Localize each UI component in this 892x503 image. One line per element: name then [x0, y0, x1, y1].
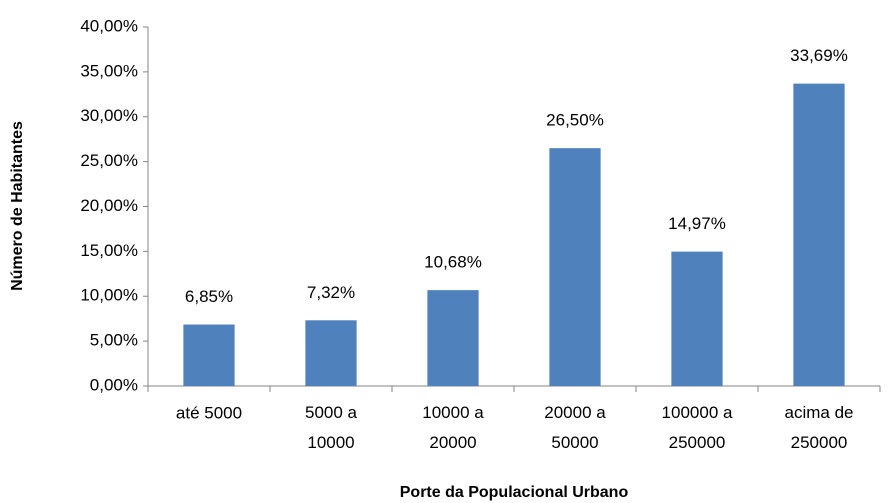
x-tick-label: até 5000 [176, 403, 242, 422]
x-axis-label: Porte da Populacional Urbano [400, 484, 629, 501]
data-label: 10,68% [424, 253, 482, 272]
y-tick-label: 30,00% [80, 106, 138, 125]
x-tick-label: 5000 a 10000 [305, 403, 358, 452]
y-tick-label: 40,00% [80, 16, 138, 35]
data-label: 33,69% [790, 46, 848, 65]
bar [549, 148, 601, 386]
y-axis-label: Número de Habitantes [9, 121, 26, 291]
y-tick-label: 25,00% [80, 151, 138, 170]
y-tick-label: 20,00% [80, 196, 138, 215]
x-tick-label: 10000 a 20000 [422, 403, 484, 452]
bar [305, 320, 357, 386]
y-tick-label: 15,00% [80, 241, 138, 260]
bar [671, 251, 723, 386]
data-label: 26,50% [546, 111, 604, 130]
y-tick-label: 5,00% [90, 331, 138, 350]
x-tick-label: 100000 a 250000 [662, 403, 733, 452]
y-tick-label: 0,00% [90, 375, 138, 394]
y-tick-label: 35,00% [80, 61, 138, 80]
x-tick-label: acima de 250000 [785, 403, 854, 452]
data-label: 7,32% [307, 283, 355, 302]
bar [183, 324, 235, 386]
data-label: 14,97% [668, 214, 726, 233]
data-label: 6,85% [185, 287, 233, 306]
bar [427, 290, 479, 386]
x-tick-label: 20000 a 50000 [544, 403, 606, 452]
bar [793, 83, 845, 386]
y-tick-label: 10,00% [80, 286, 138, 305]
